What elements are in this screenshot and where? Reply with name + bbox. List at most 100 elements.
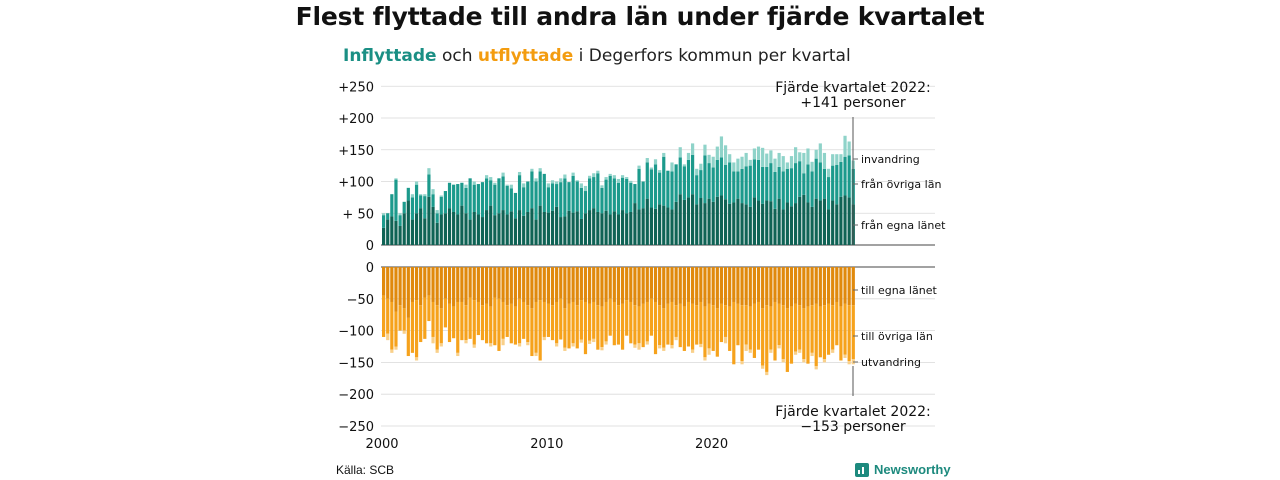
bar-in-segment xyxy=(402,201,406,214)
bar-in-segment xyxy=(794,203,798,245)
bar-out-segment xyxy=(794,267,798,304)
bar-out-segment xyxy=(497,298,501,351)
bar-in-segment xyxy=(752,148,756,160)
bar-out-segment xyxy=(707,348,711,355)
bar-in-segment xyxy=(612,175,616,179)
bar-out-segment xyxy=(826,303,831,355)
bar-out-segment xyxy=(732,301,736,365)
bar-out-segment xyxy=(810,352,814,357)
series-label-in: från egna länet xyxy=(861,219,946,232)
bar-out-segment xyxy=(839,267,843,307)
bar-in-segment xyxy=(538,168,542,172)
bar-out-segment xyxy=(456,267,460,302)
bar-in-segment xyxy=(588,210,592,245)
bar-out-segment xyxy=(386,298,390,334)
bar-in-segment xyxy=(443,191,447,214)
bar-in-segment xyxy=(480,182,485,218)
bar-out-segment xyxy=(810,305,814,353)
bar-out-segment xyxy=(423,267,427,298)
bar-in-segment xyxy=(711,156,715,168)
bar-out-segment xyxy=(802,308,806,360)
bar-out-segment xyxy=(517,298,522,344)
bar-out-segment xyxy=(769,306,773,350)
bar-in-segment xyxy=(649,207,653,245)
bar-in-segment xyxy=(456,214,460,245)
bar-out-segment xyxy=(517,267,522,299)
bar-out-segment xyxy=(633,305,637,345)
bar-out-segment xyxy=(682,306,686,351)
subtitle-out-word: utflyttade xyxy=(477,46,574,66)
bar-out-segment xyxy=(493,267,497,298)
bar-in-segment xyxy=(798,196,802,245)
bar-in-segment xyxy=(439,196,443,215)
bar-in-segment xyxy=(637,168,641,210)
bar-out-segment xyxy=(732,267,736,302)
bar-in-segment xyxy=(563,178,567,217)
bar-in-segment xyxy=(588,175,592,179)
bar-out-segment xyxy=(555,301,559,344)
bar-out-segment xyxy=(802,359,806,363)
bar-in-segment xyxy=(542,173,546,212)
y-tick-label-bottom: −200 xyxy=(338,388,374,403)
bar-out-segment xyxy=(509,267,513,304)
bar-out-segment xyxy=(526,342,530,346)
bar-in-segment xyxy=(579,218,583,245)
bar-out-segment xyxy=(394,267,398,312)
bar-in-segment xyxy=(493,184,497,216)
bar-in-segment xyxy=(625,177,629,179)
bar-in-segment xyxy=(538,205,542,245)
bar-out-segment xyxy=(719,303,724,343)
bar-in-segment xyxy=(678,194,682,245)
y-tick-label-top: +100 xyxy=(338,176,374,191)
bar-out-segment xyxy=(620,303,625,350)
bar-out-segment xyxy=(390,301,394,350)
bar-in-segment xyxy=(674,201,678,245)
bar-in-segment xyxy=(682,199,686,245)
bar-in-segment xyxy=(592,173,596,178)
bar-in-segment xyxy=(620,177,625,211)
bar-in-segment xyxy=(785,202,789,245)
bar-in-segment xyxy=(649,167,653,170)
bar-in-segment xyxy=(443,213,447,245)
bar-out-segment xyxy=(719,267,724,304)
bar-out-segment xyxy=(723,336,728,344)
bar-in-segment xyxy=(583,185,588,192)
bar-in-segment xyxy=(410,194,415,198)
bar-in-segment xyxy=(806,202,810,245)
bar-in-segment xyxy=(843,195,847,245)
bar-out-segment xyxy=(637,343,641,350)
bar-in-segment xyxy=(756,146,761,160)
bar-in-segment xyxy=(382,227,386,245)
bar-in-segment xyxy=(682,166,686,200)
bar-out-segment xyxy=(765,267,769,306)
bar-out-segment xyxy=(756,267,761,302)
bar-in-segment xyxy=(649,169,653,208)
bar-in-segment xyxy=(419,194,423,196)
bar-out-segment xyxy=(847,267,851,306)
bar-in-segment xyxy=(633,184,637,204)
bar-out-segment xyxy=(588,340,592,344)
bar-out-segment xyxy=(785,308,789,372)
bar-in-segment xyxy=(653,208,658,245)
bar-in-segment xyxy=(798,152,802,162)
brand-logo: Newsworthy xyxy=(855,462,951,477)
bar-in-segment xyxy=(596,211,600,245)
bar-in-segment xyxy=(386,219,390,245)
bar-out-segment xyxy=(658,345,662,349)
bar-out-segment xyxy=(443,267,447,299)
bar-in-segment xyxy=(612,211,616,245)
bar-in-segment xyxy=(583,213,588,245)
bar-in-segment xyxy=(707,163,711,199)
bar-in-segment xyxy=(555,181,559,185)
bar-in-segment xyxy=(480,217,485,245)
bar-in-segment xyxy=(806,148,810,165)
bar-out-segment xyxy=(691,267,695,304)
bar-out-segment xyxy=(546,267,550,304)
bar-in-segment xyxy=(629,211,633,245)
bar-out-segment xyxy=(485,303,489,344)
bar-in-segment xyxy=(485,210,489,245)
bar-out-segment xyxy=(534,352,538,357)
bar-in-segment xyxy=(464,184,468,188)
series-label-out: till egna länet xyxy=(861,284,937,297)
bar-in-segment xyxy=(550,210,555,245)
